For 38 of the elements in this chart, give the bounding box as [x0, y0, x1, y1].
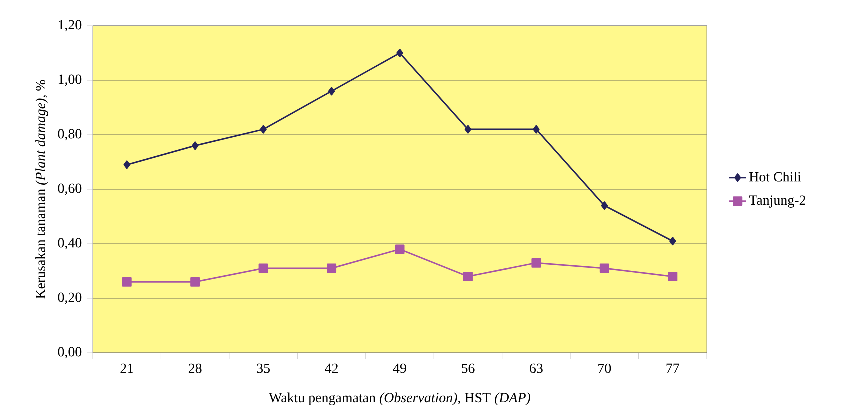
point — [396, 48, 404, 58]
point — [260, 125, 267, 134]
point — [533, 125, 540, 134]
y-tick-label: 1,00 — [58, 74, 82, 86]
point — [464, 125, 472, 134]
y-tick-label: 0,40 — [58, 238, 82, 250]
x-tick-label: 63 — [530, 364, 543, 374]
point — [122, 277, 132, 287]
y-tick-label: 0,60 — [58, 184, 82, 196]
x-tick-label: 77 — [666, 364, 680, 373]
y-tick-label: 0,80 — [58, 129, 82, 141]
point — [668, 272, 678, 282]
point — [670, 237, 676, 246]
y-tick-label: 0,00 — [58, 347, 82, 359]
x-tick-label: 21 — [120, 364, 134, 374]
x-tick-label: 35 — [257, 364, 270, 374]
point — [601, 202, 608, 210]
point — [327, 264, 337, 274]
x-axis-title: Waktu pengamatan (Observation), HST (DAP) — [269, 392, 531, 406]
point — [258, 264, 268, 274]
y-tick-label: 0,20 — [58, 292, 82, 304]
point — [395, 244, 405, 254]
point — [328, 87, 336, 96]
point — [190, 277, 200, 287]
x-tick-label: 28 — [188, 364, 202, 374]
legend-label: Hot Chili — [750, 172, 802, 182]
point — [192, 142, 199, 150]
y-tick-label: 1,20 — [58, 20, 82, 32]
legend-label: Tanjung-2 — [749, 196, 806, 208]
x-tick-label: 49 — [393, 364, 406, 374]
point — [124, 160, 130, 170]
point — [463, 272, 473, 282]
point — [532, 258, 542, 268]
y-axis-title: Kerusakan tanaman (Plant damage), % — [36, 80, 48, 299]
x-tick-label: 56 — [462, 364, 475, 374]
x-tick-label: 42 — [325, 364, 338, 374]
point — [600, 264, 610, 274]
x-tick-label: 70 — [598, 364, 612, 374]
